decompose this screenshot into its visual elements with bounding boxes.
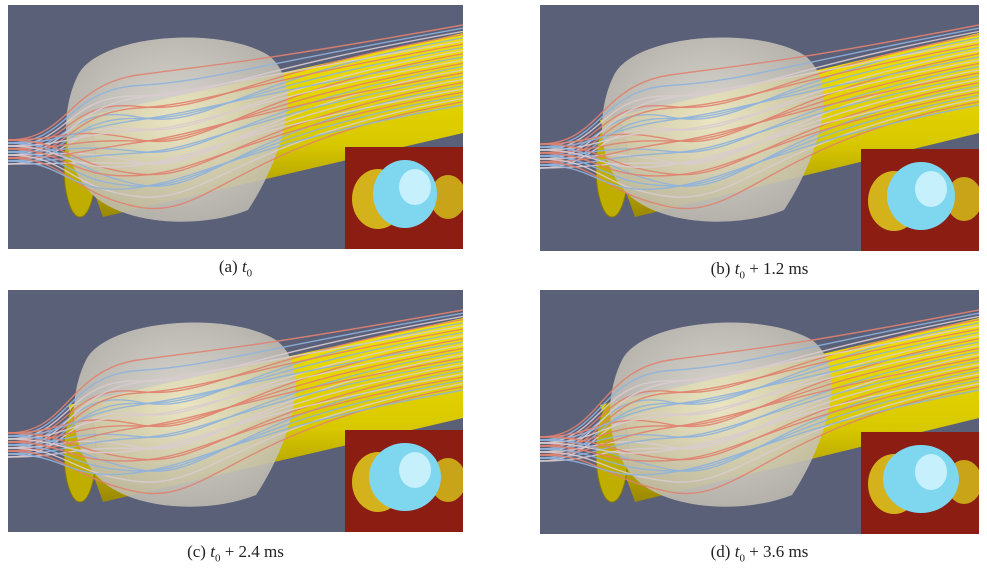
caption: (c) t0 + 2.4 ms: [8, 542, 463, 564]
panel-image: [8, 290, 463, 532]
caption: (d) t0 + 3.6 ms: [532, 542, 987, 564]
inset-flame-cyan: [399, 169, 431, 205]
caption: (a) t0: [8, 257, 463, 279]
caption-label: (c): [187, 542, 206, 561]
panel-image: [8, 5, 463, 249]
time-offset: + 1.2 ms: [749, 259, 808, 278]
panel-image: [540, 5, 979, 251]
time-sub: 0: [215, 552, 221, 564]
inset-flame-cyan: [915, 454, 947, 490]
figure: (a) t0 (b) t0 + 1.2 ms (c) t0 + 2.4 ms (…: [0, 0, 987, 569]
time-sub: 0: [739, 552, 745, 564]
time-offset: + 3.6 ms: [749, 542, 808, 561]
time-sub: 0: [247, 267, 253, 279]
panel-image: [540, 290, 979, 534]
time-sub: 0: [739, 269, 745, 281]
caption-label: (d): [711, 542, 731, 561]
caption-label: (b): [711, 259, 731, 278]
inset-flame-cyan: [915, 171, 947, 207]
caption: (b) t0 + 1.2 ms: [532, 259, 987, 281]
inset-flame-cyan: [399, 452, 431, 488]
time-offset: + 2.4 ms: [225, 542, 284, 561]
caption-label: (a): [219, 257, 238, 276]
